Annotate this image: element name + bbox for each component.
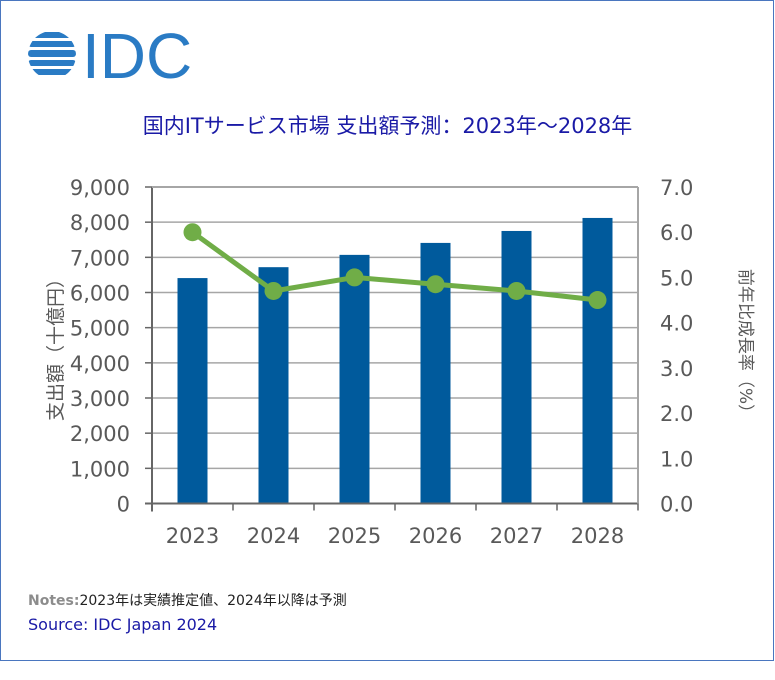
growth-line: [191, 230, 598, 303]
bar: [258, 267, 289, 504]
growth-point: [264, 281, 283, 300]
y2-tick-label: 7.0: [660, 176, 693, 200]
y-tick-label: 3,000: [70, 387, 130, 411]
growth-point: [426, 275, 445, 294]
y2-tick-label: 0.0: [660, 493, 693, 517]
x-tick-label: 2026: [409, 524, 462, 548]
chart-frame: [0, 0, 774, 661]
idc-globe-icon: IDC: [28, 26, 192, 84]
bar: [339, 254, 370, 504]
x-tick-label: 2028: [571, 524, 624, 548]
x-tick-label: 2024: [247, 524, 300, 548]
y2-tick-label: 5.0: [660, 266, 693, 290]
y2-tick-label: 3.0: [660, 357, 693, 381]
x-tick-label: 2027: [490, 524, 543, 548]
y-tick-label: 9,000: [70, 176, 130, 200]
y2-tick-label: 1.0: [660, 447, 693, 471]
y-tick-label: 8,000: [70, 211, 130, 235]
y2-tick-label: 6.0: [660, 221, 693, 245]
bar: [582, 217, 613, 504]
growth-point: [588, 291, 607, 310]
idc-logo-text: IDC: [82, 26, 192, 84]
y-tick-label: 4,000: [70, 352, 130, 376]
growth-point: [345, 268, 364, 287]
y-tick-label: 1,000: [70, 457, 130, 481]
source: Source: IDC Japan 2024: [28, 615, 218, 634]
y-tick-label: 5,000: [70, 317, 130, 341]
y-axis-label: 支出額（十億円）: [45, 269, 67, 421]
bar: [501, 230, 532, 504]
growth-point: [183, 223, 202, 242]
y2-tick-label: 2.0: [660, 402, 693, 426]
x-tick-label: 2023: [166, 524, 219, 548]
chart-title: 国内ITサービス市場 支出額予測：2023年～2028年: [142, 114, 633, 138]
y-tick-label: 2,000: [70, 422, 130, 446]
notes: Notes:2023年は実績推定値、2024年以降は予測: [28, 590, 347, 610]
notes-label: Notes:: [28, 593, 80, 609]
x-tick-label: 2025: [328, 524, 381, 548]
y-tick-label: 0: [117, 493, 130, 517]
y2-axis-label: 前年比成長率（%）: [735, 269, 755, 421]
y-tick-label: 7,000: [70, 246, 130, 270]
idc-logo: IDC: [28, 26, 198, 84]
growth-point: [507, 281, 526, 300]
y-tick-label: 6,000: [70, 282, 130, 306]
bar: [177, 278, 208, 504]
notes-text: 2023年は実績推定値、2024年以降は予測: [79, 593, 347, 609]
y2-tick-label: 4.0: [660, 312, 693, 336]
